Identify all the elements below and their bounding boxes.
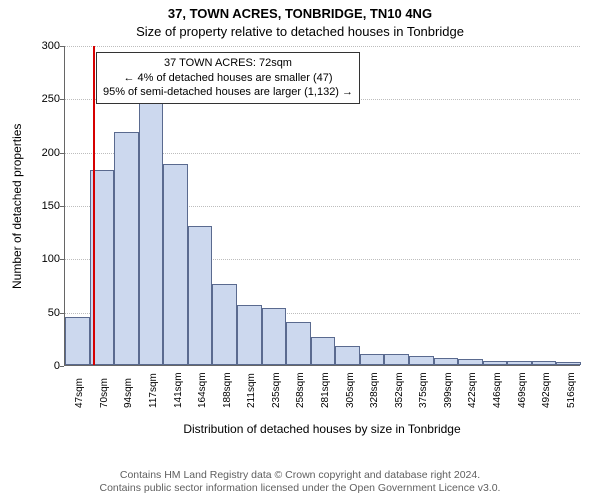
x-tick-label: 422sqm <box>467 372 478 408</box>
x-tick-label: 47sqm <box>74 378 85 408</box>
y-tick-label: 0 <box>30 360 60 372</box>
y-tick <box>60 366 64 367</box>
annotation-line: 37 TOWN ACRES: 72sqm <box>103 56 353 71</box>
x-tick-label: 469sqm <box>517 372 528 408</box>
footer-attribution: Contains HM Land Registry data © Crown c… <box>0 469 600 496</box>
histogram-bar <box>286 322 311 365</box>
x-tick-label: 492sqm <box>541 372 552 408</box>
x-tick-label: 446sqm <box>492 372 503 408</box>
x-tick-label: 281sqm <box>320 372 331 408</box>
y-tick <box>60 313 64 314</box>
y-tick <box>60 259 64 260</box>
y-tick-label: 100 <box>30 253 60 265</box>
histogram-bar <box>384 354 409 365</box>
histogram-bar <box>507 361 532 365</box>
x-tick-label: 305sqm <box>345 372 356 408</box>
x-tick-label: 399sqm <box>443 372 454 408</box>
histogram-bar <box>114 132 139 365</box>
y-axis-label: Number of detached properties <box>10 46 24 366</box>
histogram-bar <box>483 361 508 365</box>
histogram-bar <box>556 362 581 365</box>
x-tick-label: 516sqm <box>566 372 577 408</box>
histogram-bar <box>458 359 483 365</box>
histogram-bar <box>360 354 385 365</box>
x-tick-label: 375sqm <box>418 372 429 408</box>
histogram-bar <box>212 284 237 365</box>
page-title-line1: 37, TOWN ACRES, TONBRIDGE, TN10 4NG <box>0 6 600 21</box>
x-tick-label: 94sqm <box>123 378 134 408</box>
histogram-bar <box>262 308 287 365</box>
y-tick <box>60 99 64 100</box>
x-tick-label: 70sqm <box>99 378 110 408</box>
annotation-line: ← 4% of detached houses are smaller (47) <box>103 71 353 86</box>
y-tick <box>60 46 64 47</box>
x-tick-label: 352sqm <box>394 372 405 408</box>
y-tick-label: 150 <box>30 200 60 212</box>
plot-area: 37 TOWN ACRES: 72sqm← 4% of detached hou… <box>64 46 580 366</box>
y-tick-label: 300 <box>30 40 60 52</box>
x-tick-label: 117sqm <box>148 373 159 408</box>
histogram-bar <box>237 305 262 365</box>
histogram-bar <box>409 356 434 365</box>
footer-line1: Contains HM Land Registry data © Crown c… <box>0 469 600 483</box>
histogram-bar <box>434 358 459 365</box>
histogram-bar <box>163 164 188 365</box>
x-tick-label: 235sqm <box>271 372 282 408</box>
x-tick-label: 258sqm <box>295 372 306 408</box>
histogram-bar <box>311 337 336 365</box>
gridline <box>65 46 580 47</box>
x-tick-label: 211sqm <box>246 373 257 408</box>
x-tick-label: 328sqm <box>369 372 380 408</box>
x-tick-label: 164sqm <box>197 372 208 408</box>
y-tick <box>60 153 64 154</box>
y-tick <box>60 206 64 207</box>
histogram-bar <box>532 361 557 365</box>
annotation-box: 37 TOWN ACRES: 72sqm← 4% of detached hou… <box>96 52 360 105</box>
x-tick-label: 188sqm <box>222 372 233 408</box>
y-tick-label: 250 <box>30 93 60 105</box>
histogram-bar <box>335 346 360 365</box>
page-title-line2: Size of property relative to detached ho… <box>0 24 600 39</box>
y-tick-label: 50 <box>30 307 60 319</box>
x-tick-label: 141sqm <box>173 372 184 408</box>
histogram-chart: Number of detached properties 37 TOWN AC… <box>0 46 600 450</box>
histogram-bar <box>188 226 213 365</box>
x-axis-title: Distribution of detached houses by size … <box>64 422 580 436</box>
histogram-bar <box>65 317 90 365</box>
histogram-bar <box>139 98 164 365</box>
y-tick-label: 200 <box>30 147 60 159</box>
footer-line2: Contains public sector information licen… <box>0 482 600 496</box>
annotation-line: 95% of semi-detached houses are larger (… <box>103 85 353 100</box>
